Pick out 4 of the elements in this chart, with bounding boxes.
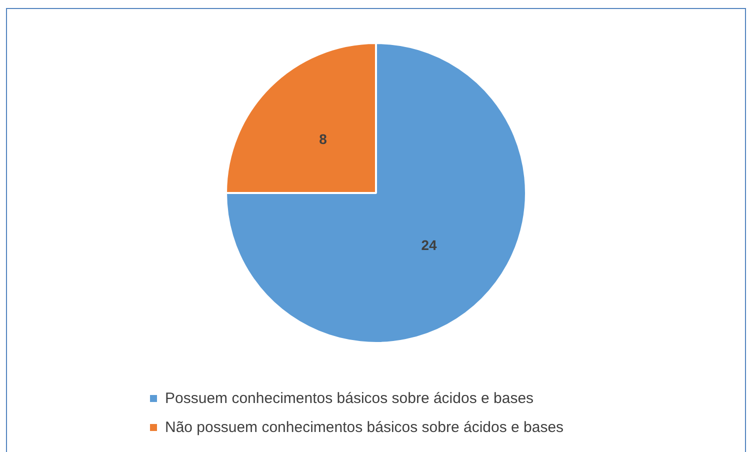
legend-label: Possuem conhecimentos básicos sobre ácidos e bases — [165, 390, 534, 406]
data-label: 24 — [421, 236, 438, 253]
legend-label: Não possuem conhecimentos básicos sobre ácidos e bases — [165, 418, 564, 436]
data-label: 8 — [319, 130, 328, 147]
